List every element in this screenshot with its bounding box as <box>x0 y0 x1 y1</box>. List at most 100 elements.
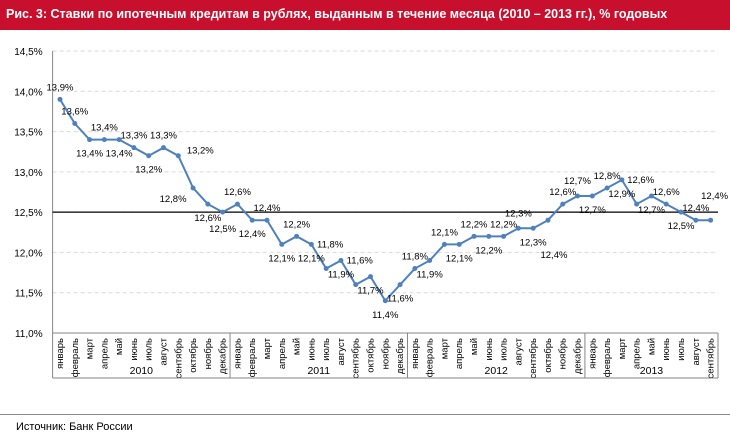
y-tick-label: 11,0% <box>15 329 43 340</box>
data-point <box>353 282 359 288</box>
data-point <box>471 233 477 239</box>
data-label: 13,2% <box>187 146 214 157</box>
data-label: 11,9% <box>328 269 355 280</box>
chart-title: Рис. 3: Ставки по ипотечным кредитам в р… <box>0 0 730 30</box>
data-point <box>205 201 211 207</box>
data-label: 12,3% <box>505 208 532 219</box>
data-label: 12,2% <box>461 219 488 230</box>
data-point <box>634 201 640 207</box>
data-label: 13,3% <box>150 131 177 142</box>
data-point <box>515 225 521 231</box>
x-tick-label: июль <box>676 338 687 361</box>
data-label: 12,8% <box>160 194 187 205</box>
data-point <box>648 193 654 199</box>
data-point <box>589 193 595 199</box>
data-point <box>234 201 240 207</box>
data-label: 13,2% <box>135 165 162 176</box>
x-tick-label: май <box>292 338 303 355</box>
x-tick-label: февраль <box>70 338 81 377</box>
x-tick-label: апрель <box>632 338 643 369</box>
data-label: 11,8% <box>402 252 429 263</box>
year-label: 2010 <box>130 365 154 377</box>
data-point <box>708 217 714 223</box>
y-tick-label: 14,0% <box>14 87 42 98</box>
data-label: 12,8% <box>594 171 621 182</box>
data-point <box>456 241 462 247</box>
data-label: 12,1% <box>298 253 325 264</box>
data-point <box>575 193 581 199</box>
data-point <box>87 137 93 143</box>
data-label: 13,6% <box>61 107 88 118</box>
data-label: 12,6% <box>224 187 251 198</box>
data-point <box>161 145 166 151</box>
data-point <box>249 217 255 223</box>
data-point <box>693 217 699 223</box>
x-tick-label: декабрь <box>218 338 229 374</box>
data-point <box>294 233 300 239</box>
data-point <box>308 241 314 247</box>
x-tick-label: март <box>85 337 96 359</box>
data-point <box>412 266 418 272</box>
data-label: 12,7% <box>638 205 665 216</box>
x-tick-label: январь <box>232 338 243 369</box>
data-label: 13,4% <box>106 149 133 160</box>
series-line <box>59 98 711 303</box>
data-point <box>190 185 196 191</box>
year-label: 2013 <box>640 365 664 377</box>
data-label: 12,5% <box>209 224 236 235</box>
data-label: 12,6% <box>549 187 576 198</box>
data-label: 11,6% <box>387 294 414 305</box>
data-point <box>604 185 610 191</box>
data-point <box>57 96 63 102</box>
data-label: 12,6% <box>194 213 221 224</box>
x-tick-label: май <box>114 338 125 355</box>
data-point <box>131 145 137 151</box>
data-label: 13,3% <box>120 131 147 142</box>
x-tick-label: август <box>691 337 702 365</box>
data-label: 11,9% <box>417 269 444 280</box>
x-tick-label: июль <box>144 338 155 361</box>
x-tick-label: июнь <box>306 338 317 361</box>
x-tick-label: май <box>469 338 480 355</box>
x-tick-label: март <box>617 337 628 359</box>
data-point <box>545 217 551 223</box>
data-point <box>146 153 152 159</box>
x-tick-label: февраль <box>425 338 436 377</box>
data-point <box>175 153 181 159</box>
data-point <box>323 266 329 272</box>
data-point <box>220 209 226 215</box>
data-point <box>264 217 270 223</box>
source-note: Источник: Банк России <box>0 414 730 433</box>
x-tick-label: декабрь <box>395 338 406 374</box>
data-point <box>501 233 507 239</box>
data-label: 12,4% <box>682 203 709 214</box>
x-tick-label: март <box>439 337 450 359</box>
x-tick-label: январь <box>55 338 66 369</box>
x-tick-label: сентябрь <box>528 338 539 378</box>
x-tick-label: июнь <box>661 338 672 361</box>
x-tick-label: октябрь <box>188 338 199 373</box>
x-tick-label: сентябрь <box>706 338 717 378</box>
x-tick-label: апрель <box>277 338 288 369</box>
data-label: 13,4% <box>91 123 118 134</box>
data-label: 11,7% <box>357 286 384 297</box>
data-label: 12,2% <box>283 219 310 230</box>
x-tick-label: январь <box>410 338 421 369</box>
x-tick-label: август <box>159 337 170 365</box>
x-tick-label: июль <box>499 338 510 361</box>
data-label: 11,8% <box>317 240 344 251</box>
data-point <box>619 177 625 183</box>
data-label: 12,1% <box>268 253 295 264</box>
x-tick-label: август <box>513 337 524 365</box>
data-label: 13,9% <box>47 82 74 93</box>
y-tick-label: 12,5% <box>14 208 42 219</box>
data-label: 12,3% <box>520 237 547 248</box>
data-label: 11,6% <box>347 256 374 267</box>
x-tick-label: июль <box>321 338 332 361</box>
x-tick-label: ноябрь <box>558 338 569 369</box>
x-tick-label: апрель <box>454 338 465 369</box>
data-label: 12,1% <box>446 253 473 264</box>
y-tick-label: 13,0% <box>14 168 42 179</box>
data-label: 12,1% <box>431 227 458 238</box>
data-label: 12,5% <box>668 221 695 232</box>
